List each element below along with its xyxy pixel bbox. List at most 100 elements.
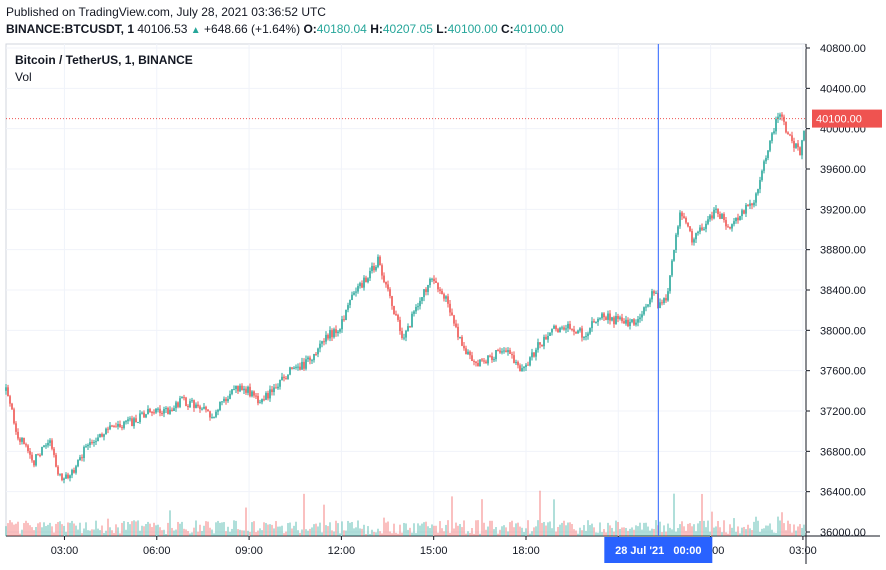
candle-body [389,289,391,297]
candle-body [391,296,393,306]
volume-bar [345,530,347,536]
candle-body [651,291,653,300]
candle-body [221,401,223,403]
volume-bar [303,493,305,536]
volume-bar [347,520,349,536]
candle-body [73,470,75,473]
candle-body [721,214,723,219]
candle-body [23,437,25,445]
candle-body [577,330,579,334]
volume-bar [763,528,765,536]
volume-bar [69,522,71,536]
candle-body [689,226,691,231]
candle-body [103,434,105,437]
volume-bar [751,529,753,536]
candle-body [257,395,259,404]
candle-body [781,114,783,117]
candle-body [101,434,103,437]
volume-bar [755,516,757,536]
volume-bar [385,522,387,536]
volume-bar [457,525,459,536]
volume-bar [665,531,667,536]
volume-bar [411,532,413,536]
candle-body [655,292,657,294]
candle-body [637,319,639,323]
candle-body [51,440,53,449]
volume-bar [245,507,247,536]
volume-bar [477,520,479,536]
candle-body [99,434,101,438]
volume-bar [541,522,543,536]
volume-bar [47,524,49,536]
volume-bar [433,525,435,536]
volume-bar [121,522,123,536]
candle-body [683,216,685,218]
candle-body [357,286,359,292]
candle-body [517,362,519,366]
volume-bar [21,529,23,536]
candle-body [731,224,733,229]
candle-body [617,316,619,319]
candle-body [551,328,553,333]
volume-bar [373,531,375,536]
volume-bar [791,532,793,536]
volume-bar [525,528,527,536]
candle-body [181,397,183,399]
candle-body [729,226,731,229]
volume-bar [635,525,637,536]
candle-body [553,325,555,329]
candle-body [733,221,735,225]
volume-bar [361,528,363,536]
candle-body [673,249,675,261]
volume-bar [217,520,219,536]
volume-bar [431,524,433,536]
volume-bar [257,530,259,536]
volume-bar [315,523,317,536]
volume-bar [401,532,403,536]
volume-bar [491,520,493,536]
candle-body [261,399,263,403]
volume-bar [743,526,745,536]
candle-body [635,322,637,325]
volume-bar [317,526,319,536]
volume-bar [773,532,775,536]
volume-bar [227,526,229,536]
volume-bar [105,530,107,536]
volume-bar [567,522,569,536]
volume-bar [207,521,209,536]
volume-bar [141,525,143,536]
volume-bar [463,520,465,536]
volume-bar [175,529,177,536]
candle-body [323,341,325,343]
volume-bar [95,520,97,536]
candle-body [233,389,235,391]
candle-body [215,411,217,417]
volume-bar [327,526,329,536]
crosshair-time-label: 28 Jul '21 00:00 [615,545,701,557]
volume-bar [461,527,463,536]
candle-body [631,319,633,322]
candle-body [695,233,697,240]
volume-bar [723,520,725,536]
candle-body [659,302,661,309]
candle-body [259,402,261,404]
candle-body [419,300,421,307]
volume-bar [329,522,331,536]
volume-bar [597,532,599,536]
volume-bar [613,531,615,536]
volume-bar [35,526,37,536]
volume-bar [377,528,379,536]
volume-bar [701,493,703,536]
volume-bar [287,523,289,536]
volume-bar [485,529,487,536]
candle-body [407,326,409,331]
candle-body [327,334,329,339]
candle-body [535,349,537,357]
candle-body [589,328,591,334]
volume-bar [531,531,533,536]
volume-bar [573,529,575,536]
candle-body [795,143,797,148]
candle-body [427,285,429,292]
